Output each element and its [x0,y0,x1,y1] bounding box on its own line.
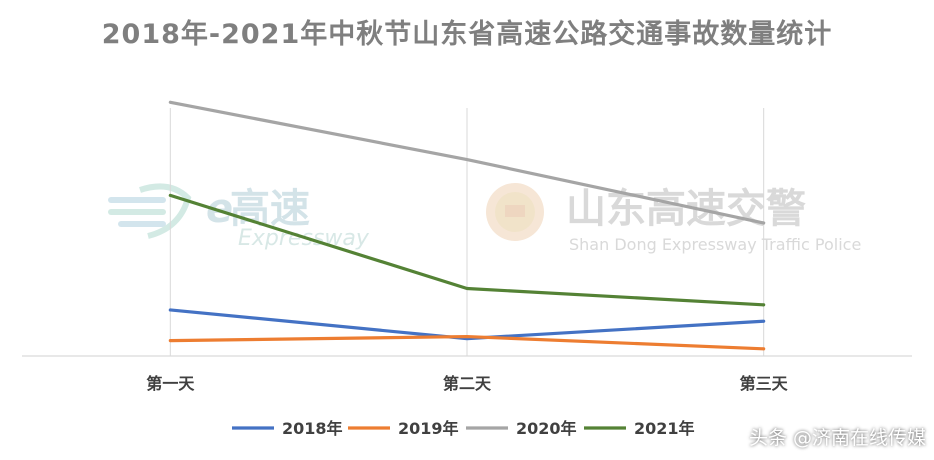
x-tick-label: 第三天 [740,374,789,393]
chart-title: 2018年-2021年中秋节山东省高速公路交通事故数量统计 [101,19,833,50]
credit-watermark: 头条 @济南在线传媒 [748,427,926,449]
x-tick-label: 第一天 [146,374,195,393]
watermark-left-big: 高速 [230,186,310,232]
legend-label: 2021年 [634,419,695,438]
legend-label: 2020年 [516,419,577,438]
series-line [168,308,766,341]
legend-label: 2018年 [282,419,343,438]
series-line [168,193,766,307]
series-line [168,334,766,351]
watermark-right-big: 山东高速交警 [566,186,806,232]
series-line [168,100,766,225]
police-watermark: 山东高速交警 Shan Dong Expressway Traffic Poli… [486,183,861,254]
legend: 2018年 2019年 2020年 2021年 [232,419,695,438]
police-emblem-icon [486,183,544,241]
legend-label: 2019年 [398,419,459,438]
x-tick-label: 第二天 [443,374,492,393]
watermark-right-small: Shan Dong Expressway Traffic Police [569,235,861,254]
plot-area: 第一天 第二天 第三天 [22,100,912,393]
expressway-logo-icon [108,183,192,239]
